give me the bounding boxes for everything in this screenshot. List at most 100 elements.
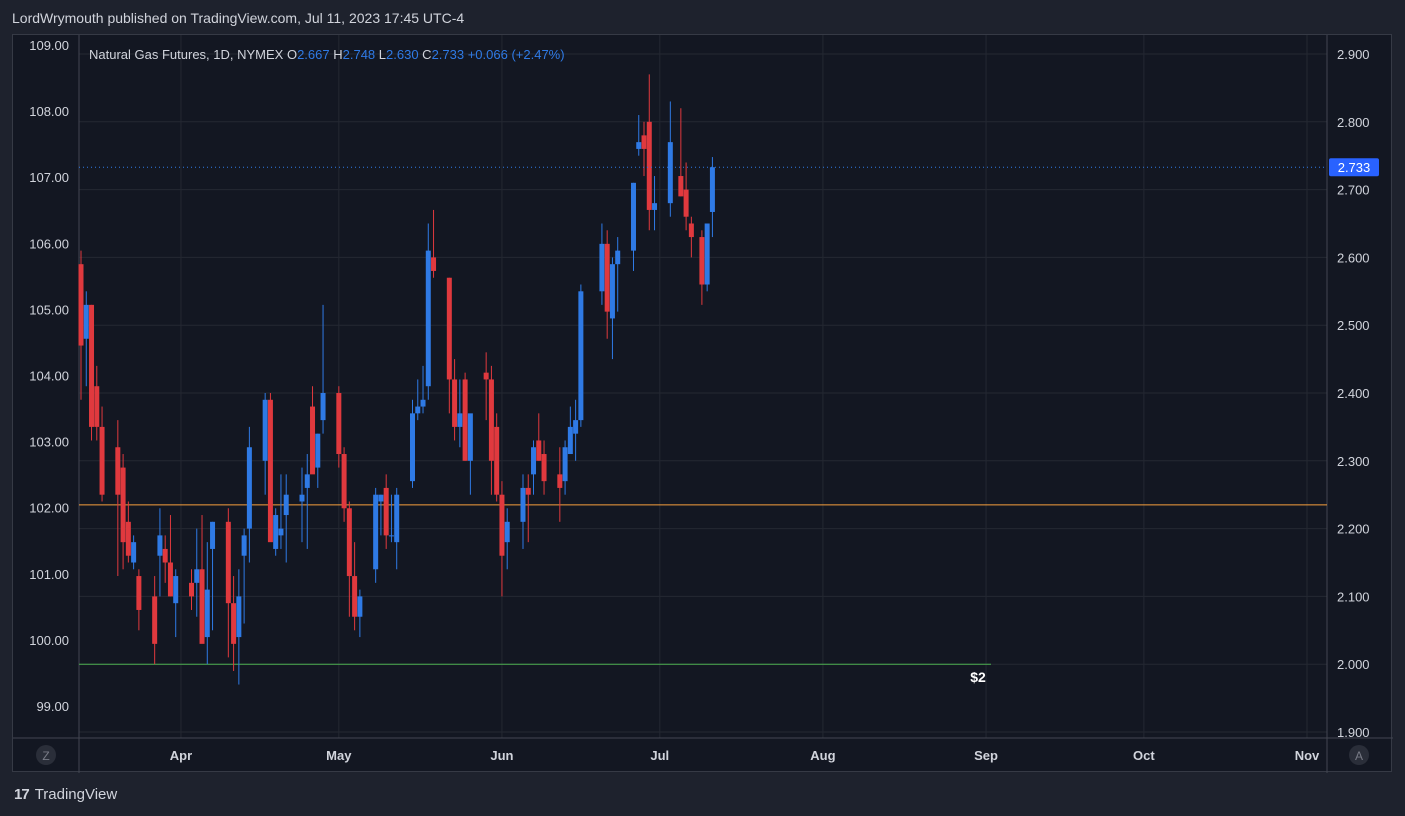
candle-body[interactable] xyxy=(241,535,247,556)
candle-body[interactable] xyxy=(267,399,273,543)
candle-body[interactable] xyxy=(246,447,252,529)
candle-body[interactable] xyxy=(278,528,284,536)
candle-body[interactable] xyxy=(504,521,510,543)
candle-body[interactable] xyxy=(688,223,694,238)
candle-body[interactable] xyxy=(373,494,379,570)
candle-body[interactable] xyxy=(415,406,421,414)
candle-body[interactable] xyxy=(199,569,205,644)
candle-body[interactable] xyxy=(683,189,689,217)
candle-body[interactable] xyxy=(125,521,131,556)
candle-body[interactable] xyxy=(152,596,158,644)
candle-body[interactable] xyxy=(115,447,121,495)
left-axis-tick-label: 99.00 xyxy=(36,699,69,714)
last-price-tag: 2.733 xyxy=(1338,160,1371,175)
candle-body[interactable] xyxy=(173,576,179,604)
candle-body[interactable] xyxy=(383,487,389,536)
right-axis-tick-label: 2.600 xyxy=(1337,250,1370,265)
candle-body[interactable] xyxy=(494,426,500,495)
candle-body[interactable] xyxy=(357,596,363,617)
candle-body[interactable] xyxy=(352,576,358,617)
candle-body[interactable] xyxy=(488,379,494,461)
candle-body[interactable] xyxy=(531,447,537,475)
candle-body[interactable] xyxy=(273,515,279,549)
tradingview-brand[interactable]: 17 TradingView xyxy=(14,786,117,803)
candle-body[interactable] xyxy=(499,494,505,556)
candle-body[interactable] xyxy=(525,487,531,495)
candle-body[interactable] xyxy=(573,420,579,434)
candle-body[interactable] xyxy=(136,576,142,610)
candle-body[interactable] xyxy=(562,447,568,482)
candle-body[interactable] xyxy=(630,182,636,251)
candle-body[interactable] xyxy=(604,243,610,312)
candle-body[interactable] xyxy=(336,393,342,455)
left-axis-tick-label: 100.00 xyxy=(29,633,69,648)
candle-body[interactable] xyxy=(409,413,415,482)
candle-body[interactable] xyxy=(83,304,89,339)
high-label: H xyxy=(333,47,342,62)
candle-body[interactable] xyxy=(99,426,105,495)
candle-body[interactable] xyxy=(536,440,542,461)
auto-scale-z-label: Z xyxy=(42,749,49,763)
candle-body[interactable] xyxy=(157,535,163,556)
candle-body[interactable] xyxy=(283,494,289,516)
candle-body[interactable] xyxy=(420,399,426,407)
candle-body[interactable] xyxy=(467,413,473,461)
candle-body[interactable] xyxy=(378,494,384,502)
candle-body[interactable] xyxy=(194,569,200,583)
candle-body[interactable] xyxy=(667,142,673,204)
candle-body[interactable] xyxy=(457,413,463,427)
candle-body[interactable] xyxy=(310,406,316,475)
candle-body[interactable] xyxy=(652,203,658,210)
high-value: 2.748 xyxy=(343,47,379,62)
candle-body[interactable] xyxy=(636,142,642,149)
candle-body[interactable] xyxy=(262,399,268,461)
candle-body[interactable] xyxy=(388,535,394,537)
candle-body[interactable] xyxy=(210,521,216,549)
candle-body[interactable] xyxy=(446,277,452,380)
candle-body[interactable] xyxy=(167,562,173,597)
candle-body[interactable] xyxy=(394,494,400,543)
candle-body[interactable] xyxy=(557,474,563,488)
candle-body[interactable] xyxy=(483,372,489,380)
candle-body[interactable] xyxy=(236,596,242,638)
candle-body[interactable] xyxy=(225,521,231,604)
candle-body[interactable] xyxy=(615,250,621,265)
candle-body[interactable] xyxy=(346,508,352,577)
ohlc-legend[interactable]: Natural Gas Futures, 1D, NYMEX O2.667 H2… xyxy=(89,47,565,62)
chart-frame[interactable]: 109.00 108.00 107.00 106.00 105.00 104.00 103.… xyxy=(12,34,1393,773)
candle-body[interactable] xyxy=(567,426,573,455)
candle-body[interactable] xyxy=(78,264,84,346)
candle-body[interactable] xyxy=(599,243,605,292)
candle-body[interactable] xyxy=(425,250,431,387)
candle-body[interactable] xyxy=(204,589,210,638)
candle-body[interactable] xyxy=(709,167,715,212)
candle-body[interactable] xyxy=(315,433,321,468)
candle-body[interactable] xyxy=(431,257,437,271)
candle-body[interactable] xyxy=(188,582,194,597)
candle-body[interactable] xyxy=(462,379,468,461)
candle-body[interactable] xyxy=(452,379,458,427)
candle-body[interactable] xyxy=(541,454,547,482)
auto-scale-z-button[interactable] xyxy=(36,745,56,765)
candle-body[interactable] xyxy=(94,386,100,427)
candle-body[interactable] xyxy=(231,603,237,644)
candle-body[interactable] xyxy=(646,121,652,210)
candle-body[interactable] xyxy=(299,494,305,502)
candle-body[interactable] xyxy=(699,237,705,285)
candle-body[interactable] xyxy=(320,393,326,421)
candle-body[interactable] xyxy=(162,548,168,563)
candle-body[interactable] xyxy=(609,264,615,319)
candle-body[interactable] xyxy=(704,223,710,285)
low-label: L xyxy=(379,47,386,62)
auto-scale-a-button[interactable] xyxy=(1349,745,1369,765)
candle-body[interactable] xyxy=(120,467,126,543)
candle-body[interactable] xyxy=(578,291,584,421)
candle-body[interactable] xyxy=(520,487,526,522)
candle-body[interactable] xyxy=(131,542,137,563)
candlestick-chart[interactable]: 109.00 108.00 107.00 106.00 105.00 104.00 103.… xyxy=(13,35,1393,773)
candle-body[interactable] xyxy=(641,135,647,149)
candle-body[interactable] xyxy=(89,304,95,427)
candle-body[interactable] xyxy=(678,176,684,197)
candle-body[interactable] xyxy=(304,474,310,488)
candle-body[interactable] xyxy=(341,454,347,509)
